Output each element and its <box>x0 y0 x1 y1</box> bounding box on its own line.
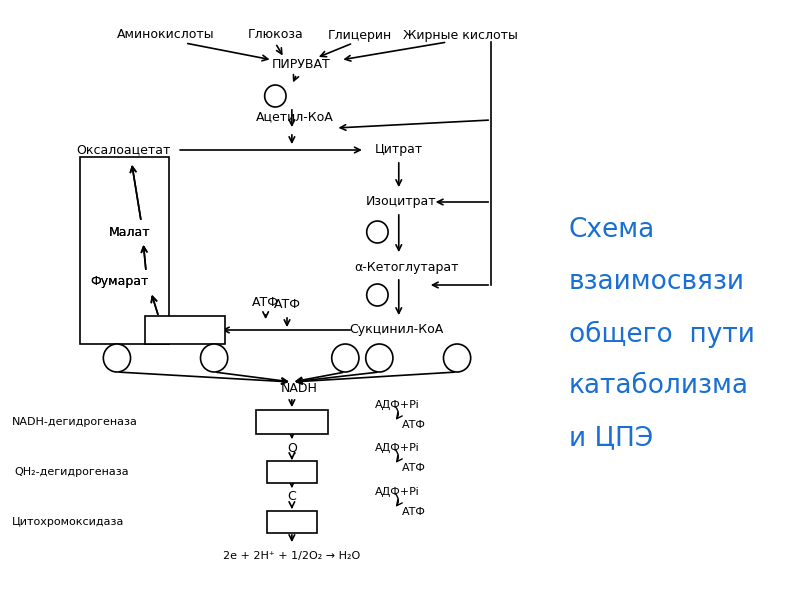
Text: взаимосвязи: взаимосвязи <box>569 269 745 295</box>
Text: Ацетил-КоА: Ацетил-КоА <box>256 110 334 124</box>
Circle shape <box>265 85 286 107</box>
Text: Схема: Схема <box>569 217 655 243</box>
Text: CO₂: CO₂ <box>267 91 283 100</box>
Text: 2H: 2H <box>450 353 464 363</box>
Text: и ЦПЭ: и ЦПЭ <box>569 425 653 451</box>
Text: Малат: Малат <box>109 226 150 238</box>
Text: 2H: 2H <box>373 353 386 363</box>
Text: Q: Q <box>287 442 297 455</box>
Text: C: C <box>287 491 296 503</box>
Text: АТФ: АТФ <box>402 463 426 473</box>
Text: АТФ: АТФ <box>402 507 426 517</box>
FancyBboxPatch shape <box>266 461 317 483</box>
Text: АДФ+Pi: АДФ+Pi <box>374 443 419 453</box>
Text: NADH: NADH <box>282 382 318 395</box>
Text: CO₂: CO₂ <box>370 290 386 299</box>
Circle shape <box>366 284 388 306</box>
Text: Аминокислоты: Аминокислоты <box>117 28 214 41</box>
Text: АТФ: АТФ <box>402 420 426 430</box>
Circle shape <box>332 344 359 372</box>
Text: bc₁: bc₁ <box>282 466 302 479</box>
Text: Жирные кислоты: Жирные кислоты <box>402 28 518 41</box>
Text: Цитрат: Цитрат <box>374 143 423 157</box>
Circle shape <box>103 344 130 372</box>
Text: Малат: Малат <box>109 226 150 238</box>
Text: АТФ: АТФ <box>252 295 279 308</box>
Text: Сукцинат: Сукцинат <box>153 323 217 337</box>
Text: NADH-дегидрогеназа: NADH-дегидрогеназа <box>12 417 138 427</box>
Text: общего  пути: общего пути <box>569 320 754 347</box>
Text: 2e + 2H⁺ + 1/2O₂ → H₂O: 2e + 2H⁺ + 1/2O₂ → H₂O <box>223 551 361 561</box>
FancyBboxPatch shape <box>256 410 328 434</box>
Text: АТФ: АТФ <box>274 298 301 311</box>
Text: ФП(FMN): ФП(FMN) <box>263 415 321 428</box>
Text: 2H: 2H <box>338 353 352 363</box>
Text: Фумарат: Фумарат <box>90 275 149 289</box>
Text: Глицерин: Глицерин <box>328 28 392 41</box>
Text: Глюкоза: Глюкоза <box>247 28 303 41</box>
Text: 2H: 2H <box>207 353 221 363</box>
Text: Фумарат: Фумарат <box>90 275 149 289</box>
FancyBboxPatch shape <box>80 157 170 344</box>
Text: катаболизма: катаболизма <box>569 373 749 399</box>
Circle shape <box>366 344 393 372</box>
Text: АДФ+Pi: АДФ+Pi <box>374 487 419 497</box>
Text: Цитохромоксидаза: Цитохромоксидаза <box>12 517 125 527</box>
Text: α-Кетоглутарат: α-Кетоглутарат <box>354 260 458 274</box>
Text: АДФ+Pi: АДФ+Pi <box>374 400 419 410</box>
Text: 2H: 2H <box>110 353 124 363</box>
Text: Оксалоацетат: Оксалоацетат <box>77 143 171 157</box>
FancyBboxPatch shape <box>266 511 317 533</box>
Text: Сукцинил-КоА: Сукцинил-КоА <box>350 323 444 337</box>
Circle shape <box>201 344 228 372</box>
Text: ПИРУВАТ: ПИРУВАТ <box>272 58 331 71</box>
Circle shape <box>366 221 388 243</box>
Text: Изоцитрат: Изоцитрат <box>366 196 436 208</box>
Text: CO₂: CO₂ <box>370 227 386 236</box>
Text: QH₂-дегидрогеназа: QH₂-дегидрогеназа <box>14 467 129 477</box>
FancyBboxPatch shape <box>145 316 225 344</box>
Text: aa₃: aa₃ <box>282 515 302 529</box>
Circle shape <box>443 344 470 372</box>
